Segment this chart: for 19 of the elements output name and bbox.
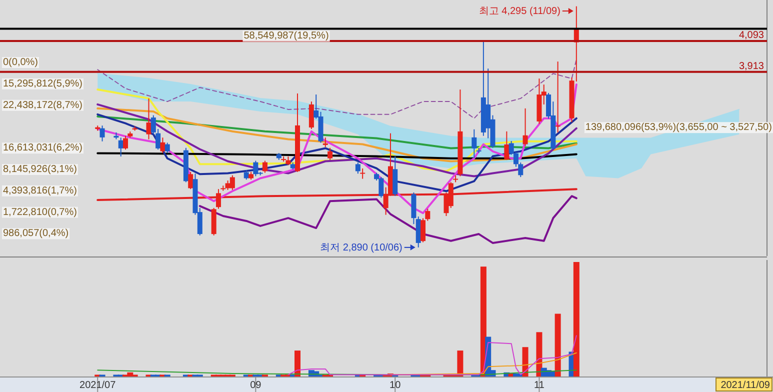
annotation: 0(0,0%) — [3, 57, 38, 68]
annotation: 139,680,096(53,9%)(3,655,00 ~ 3,527,50) — [585, 122, 772, 134]
annotation: 최고 4,295 (11/09) — [478, 6, 560, 17]
x-tick-label: 10 — [390, 380, 402, 391]
x-tick-label: 2021/07 — [80, 380, 116, 391]
x-tick-label: 11 — [534, 380, 545, 391]
annotation: 15,295,812(5,9%) — [3, 78, 83, 90]
annotation: 16,613,031(6,2%) — [3, 142, 83, 154]
x-tick-label: 09 — [250, 380, 262, 391]
annotation: 최저 2,890 (10/06) — [320, 242, 402, 254]
annotation: 58,549,987(19,5%) — [244, 30, 329, 42]
annotation: 2021/11/09 — [716, 378, 772, 392]
annotation: 22,438,172(8,7%) — [3, 100, 83, 111]
annotation: 1,722,810(0,7%) — [3, 206, 77, 218]
annotation: 986,057(0,4%) — [3, 228, 69, 240]
ref-line-label: 3,913 — [738, 60, 764, 72]
ref-line-label: 4,093 — [738, 30, 764, 41]
annotation: 4,393,816(1,7%) — [3, 185, 77, 196]
annotation: 8,145,926(3,1%) — [3, 164, 77, 175]
